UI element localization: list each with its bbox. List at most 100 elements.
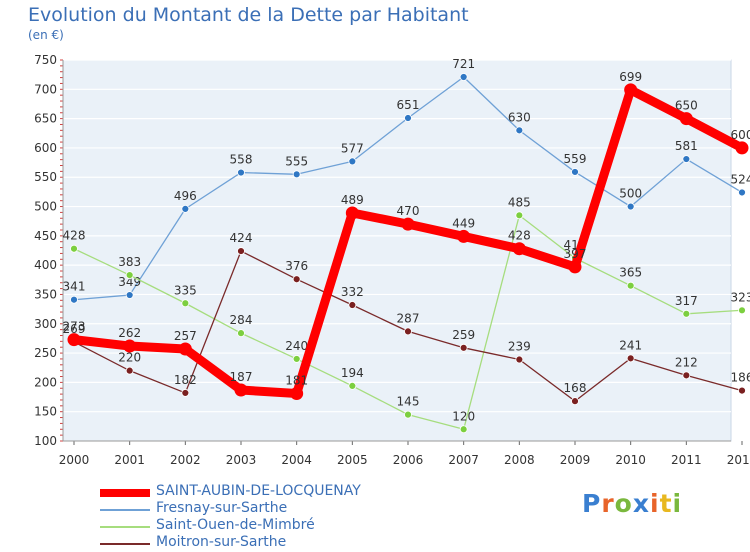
- data-point: [401, 217, 415, 231]
- data-label: 262: [118, 326, 141, 340]
- data-label: 317: [675, 294, 698, 308]
- data-point: [459, 425, 468, 434]
- y-tick-label: 200: [34, 375, 57, 389]
- logo-letter: i: [650, 489, 660, 518]
- data-point: [345, 206, 359, 220]
- legend-item: SAINT-AUBIN-DE-LOCQUENAY: [100, 483, 460, 501]
- data-point: [738, 386, 746, 395]
- data-label: 577: [341, 141, 364, 155]
- x-tick-label: 2007: [448, 453, 479, 467]
- data-label: 428: [508, 229, 531, 243]
- chart-subtitle: (en €): [28, 28, 64, 42]
- data-label: 383: [118, 255, 141, 269]
- data-label: 181: [285, 374, 308, 388]
- y-tick-label: 100: [34, 434, 57, 448]
- data-point: [404, 327, 412, 336]
- logo-letter: o: [614, 489, 633, 518]
- data-point: [178, 342, 192, 356]
- x-tick-label: 2008: [504, 453, 535, 467]
- data-point: [348, 382, 357, 390]
- legend-swatch: [100, 509, 150, 511]
- data-point: [348, 157, 357, 166]
- data-point: [679, 112, 693, 126]
- data-label: 287: [397, 311, 420, 325]
- data-point: [290, 387, 304, 401]
- y-tick-label: 250: [34, 346, 57, 360]
- logo-letter: t: [659, 489, 673, 518]
- logo-letter: x: [632, 489, 650, 518]
- data-label: 259: [452, 328, 475, 342]
- data-label: 558: [230, 153, 253, 167]
- data-label: 239: [508, 340, 531, 354]
- y-tick-label: 150: [34, 405, 57, 419]
- data-point: [404, 114, 412, 122]
- data-label: 212: [675, 355, 698, 369]
- chart-title: Evolution du Montant de la Dette par Hab…: [28, 4, 469, 26]
- data-label: 186: [731, 371, 750, 385]
- legend-swatch: [100, 489, 150, 497]
- chart-legend: SAINT-AUBIN-DE-LOCQUENAY Fresnay-sur-Sart…: [100, 483, 460, 552]
- data-point: [738, 188, 746, 197]
- data-label: 220: [118, 351, 141, 365]
- data-label: 489: [341, 193, 364, 207]
- x-tick-label: 2001: [114, 453, 145, 467]
- data-point: [459, 73, 468, 81]
- data-label: 449: [452, 216, 475, 230]
- data-point: [237, 168, 245, 177]
- y-tick-label: 700: [34, 82, 57, 96]
- y-tick-label: 450: [34, 229, 57, 243]
- data-point: [735, 141, 749, 155]
- data-label: 424: [230, 231, 253, 245]
- x-tick-label: 2004: [281, 453, 312, 467]
- data-point: [624, 83, 638, 97]
- y-tick-label: 350: [34, 287, 57, 301]
- data-point: [682, 371, 691, 380]
- data-label: 341: [63, 280, 86, 294]
- data-label: 500: [619, 187, 642, 201]
- x-tick-label: 2000: [59, 453, 90, 467]
- legend-item: Fresnay-sur-Sarthe: [100, 500, 460, 518]
- data-label: 651: [397, 98, 420, 112]
- y-tick-label: 300: [34, 317, 57, 331]
- data-point: [571, 168, 579, 176]
- x-tick-label: 2005: [337, 453, 368, 467]
- legend-item: Moitron-sur-Sarthe: [100, 534, 460, 552]
- data-label: 581: [675, 139, 698, 153]
- data-point: [404, 410, 412, 419]
- data-label: 273: [63, 320, 86, 334]
- data-point: [237, 247, 245, 255]
- data-label: 496: [174, 189, 197, 203]
- data-label: 721: [452, 57, 475, 71]
- y-tick-label: 550: [34, 170, 57, 184]
- y-tick-label: 600: [34, 141, 57, 155]
- data-point: [181, 389, 190, 397]
- data-point: [234, 383, 248, 397]
- series-3: 269 220 182 424 376 332 287 259 239 168 241 212 186: [63, 231, 750, 406]
- legend-label: Moitron-sur-Sarthe: [156, 534, 287, 550]
- data-label: 524: [731, 172, 750, 186]
- data-label: 376: [285, 259, 308, 273]
- logo-letter: i: [672, 489, 683, 518]
- data-point: [292, 355, 301, 363]
- data-label: 145: [397, 395, 420, 409]
- data-point: [459, 343, 468, 352]
- legend-label: Saint-Ouen-de-Mimbré: [156, 517, 315, 533]
- data-label: 323: [731, 290, 750, 304]
- data-point: [125, 366, 134, 375]
- x-tick-label: 2011: [671, 453, 702, 467]
- x-tick-label: 2006: [393, 453, 424, 467]
- data-point: [181, 204, 190, 213]
- data-label: 194: [341, 366, 364, 380]
- data-point: [457, 229, 471, 243]
- data-point: [515, 355, 524, 364]
- data-label: 650: [675, 99, 698, 113]
- data-label: 365: [619, 266, 642, 280]
- y-tick-label: 750: [34, 53, 57, 67]
- data-label: 555: [285, 154, 308, 168]
- data-label: 428: [63, 229, 86, 243]
- data-label: 470: [397, 204, 420, 218]
- data-label: 269: [63, 322, 86, 336]
- x-tick-label: 2010: [615, 453, 646, 467]
